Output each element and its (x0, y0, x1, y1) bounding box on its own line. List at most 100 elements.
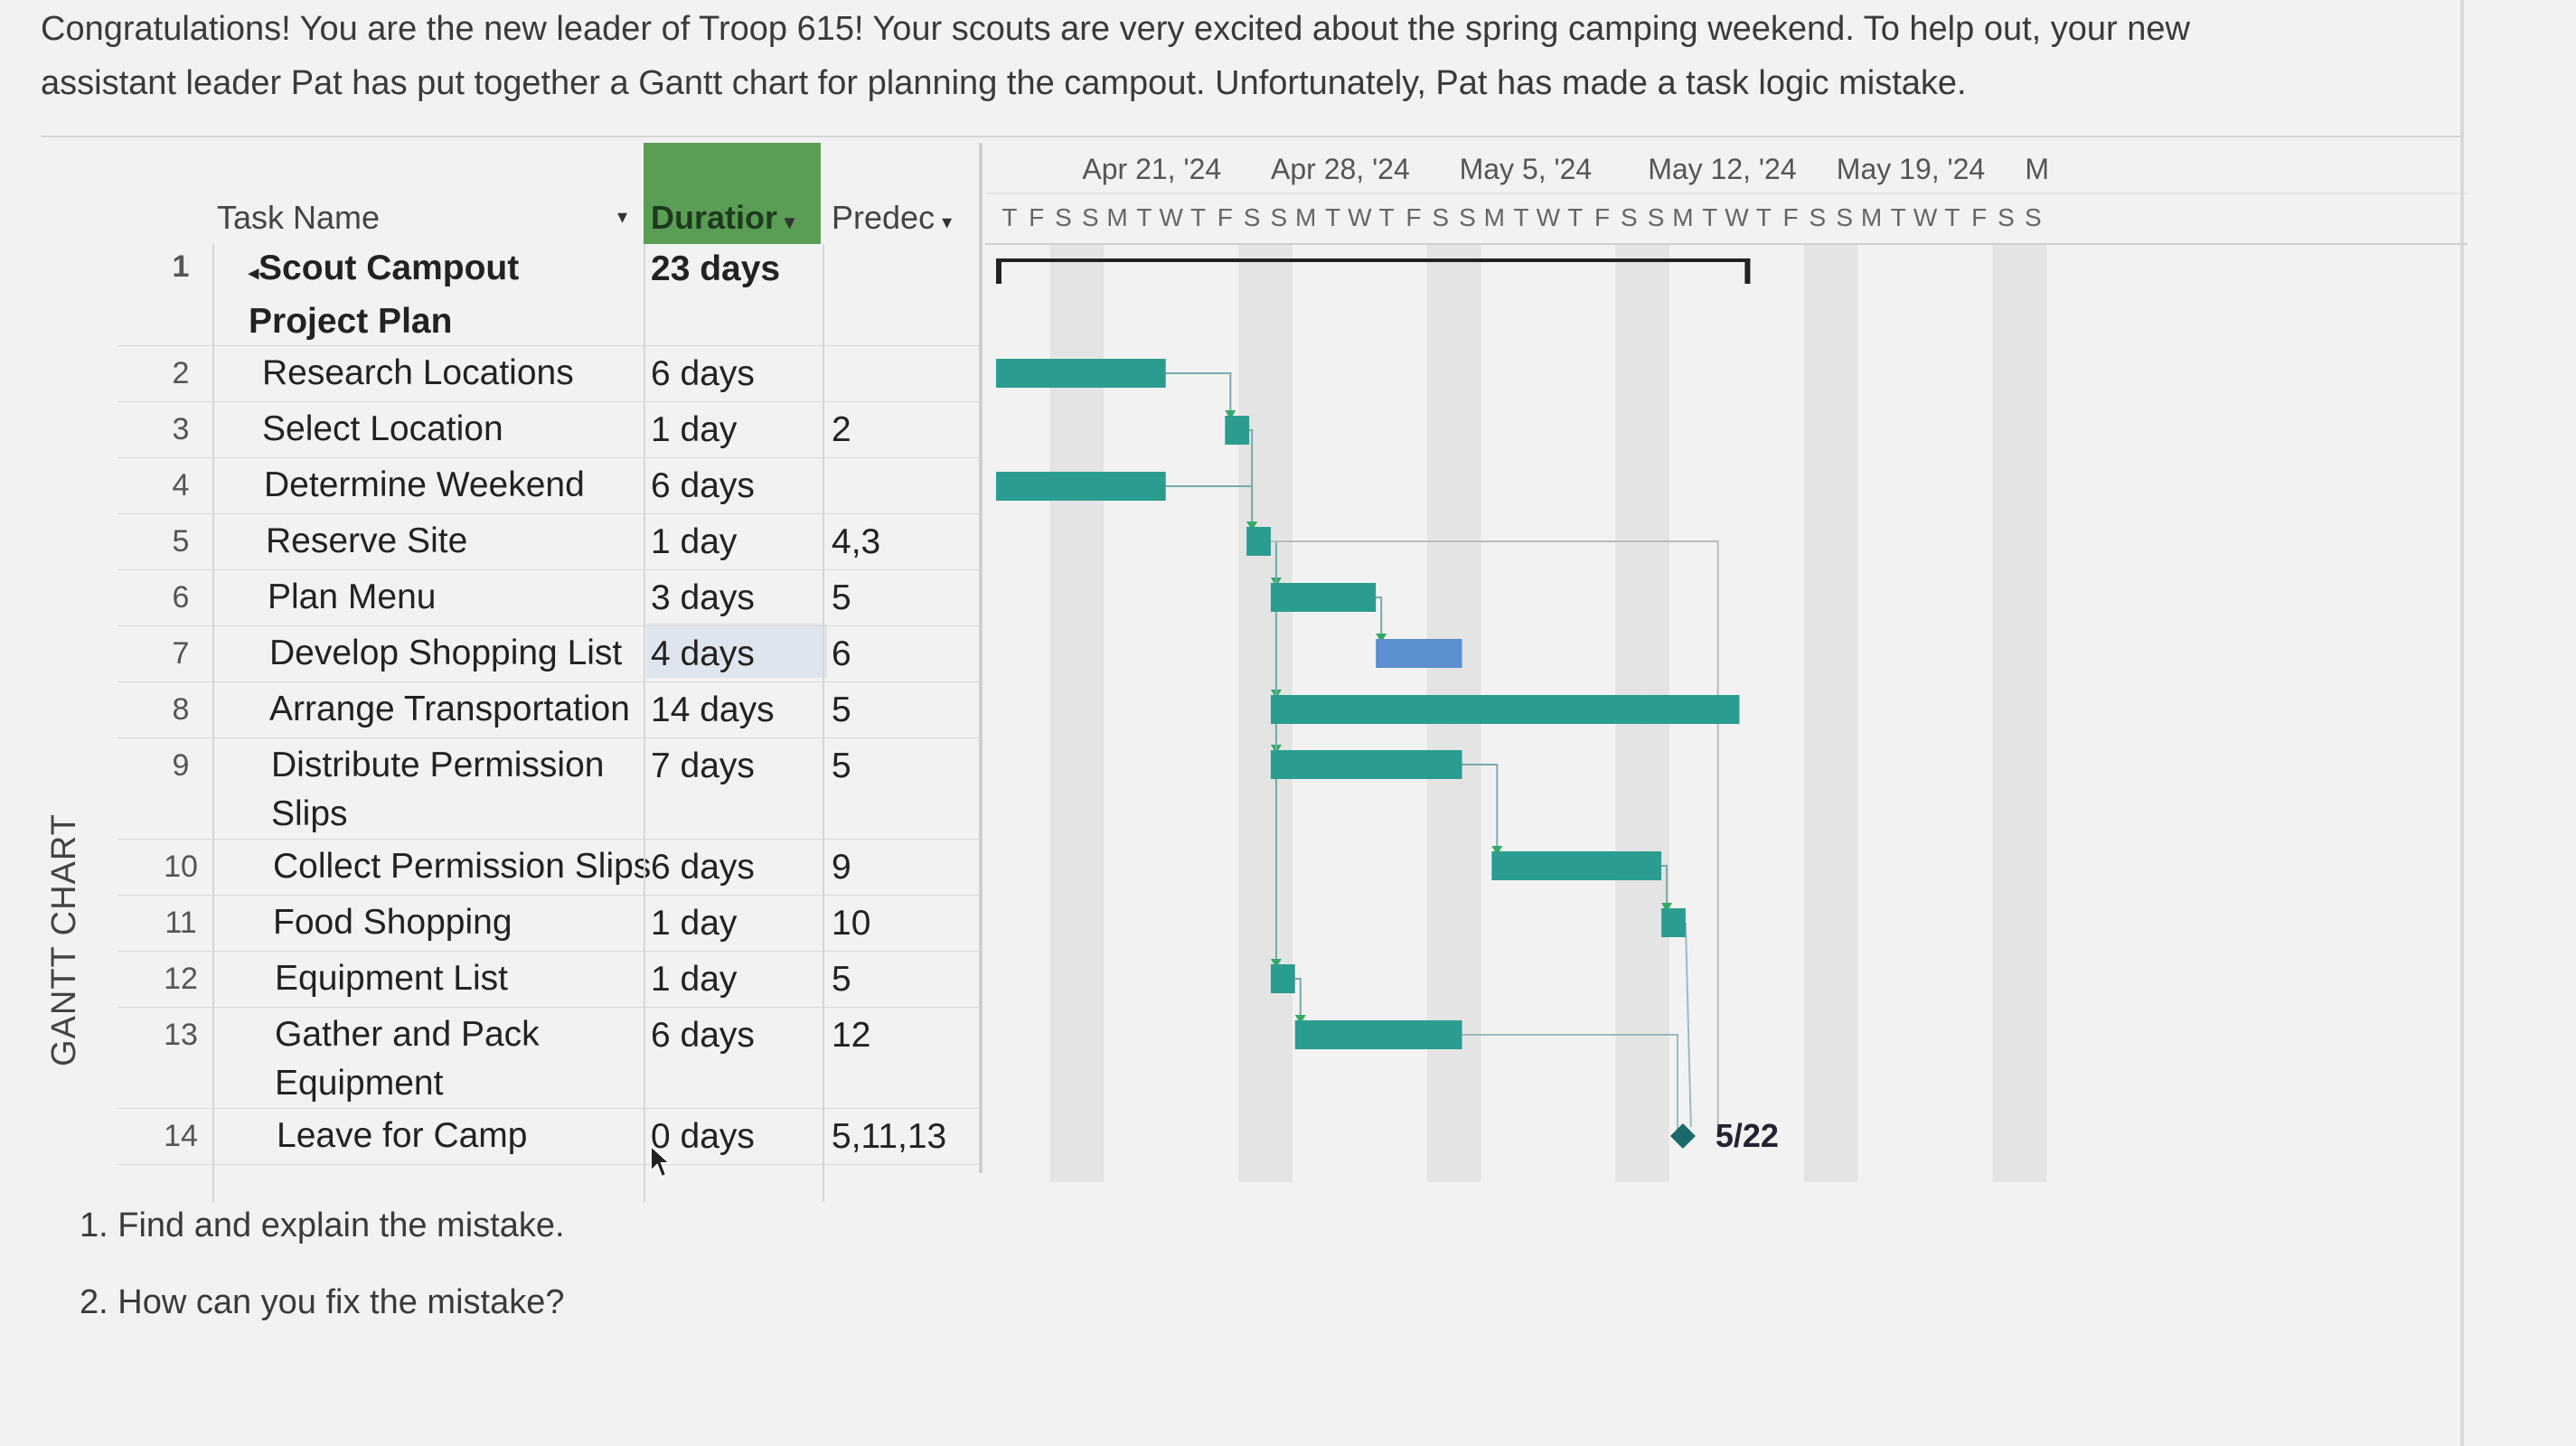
table-row[interactable]: 14 Leave for Camp 0 days 5,11,13 (118, 1108, 981, 1165)
column-separator (823, 244, 824, 1202)
column-header-predecessors[interactable]: Predec ▾ (832, 199, 952, 237)
row-id: 5 (172, 524, 190, 559)
gantt-chart-side-label: GANTT CHART (45, 813, 83, 1066)
duration-cell[interactable]: 6 days (651, 1016, 755, 1055)
predecessors-cell[interactable]: 4,3 (832, 522, 881, 561)
task-name-header-label: Task Name (217, 199, 381, 236)
table-row[interactable]: 3 Select Location 1 day 2 (118, 401, 981, 458)
table-row[interactable]: 7 Develop Shopping List 4 days 6 (118, 625, 981, 682)
duration-cell[interactable]: 23 days (651, 249, 781, 288)
day-label: M (1672, 203, 1693, 231)
task-name-cell[interactable]: Distribute Permission Slips (271, 746, 605, 833)
task-name-cell[interactable]: Develop Shopping List (269, 634, 623, 672)
duration-cell[interactable]: 14 days (651, 690, 775, 729)
task-name-dropdown-icon[interactable]: ▾ (617, 205, 628, 228)
table-row[interactable]: 11 Food Shopping 1 day 10 (118, 895, 981, 952)
day-label: S (1244, 203, 1261, 231)
row-id: 13 (164, 1018, 198, 1052)
table-row[interactable]: 13 Gather and Pack Equipment 6 days 12 (118, 1007, 981, 1109)
task-name-cell[interactable]: Arrange Transportation (269, 690, 630, 728)
day-label: S (1998, 203, 2015, 231)
day-label: S (1459, 203, 1476, 231)
task-name-cell[interactable]: Equipment List (275, 959, 508, 998)
milestone-diamond (1669, 1123, 1696, 1149)
table-row[interactable]: 12 Equipment List 1 day 5 (118, 951, 981, 1008)
duration-cell[interactable]: 3 days (651, 578, 755, 617)
duration-cell[interactable]: 7 days (651, 746, 755, 785)
task-bar (996, 472, 1166, 501)
task-name-cell[interactable]: Research Locations (262, 353, 574, 392)
predecessors-header-label: Predec (832, 199, 935, 236)
table-row[interactable]: 2 Research Locations 6 days (118, 345, 981, 402)
table-row[interactable]: 9 Distribute Permission Slips 7 days 5 (118, 737, 981, 840)
task-name-cell[interactable]: Gather and Pack Equipment (275, 1015, 540, 1103)
dependency-link (1294, 978, 1302, 1024)
task-bar (1270, 695, 1740, 724)
day-label: W (1537, 203, 1561, 231)
predecessors-cell[interactable]: 5 (832, 746, 851, 785)
table-row[interactable]: 1 ◂Scout Campout Project Plan 23 days (118, 244, 981, 346)
predecessors-cell[interactable]: 6 (832, 634, 851, 673)
duration-cell[interactable]: 1 day (651, 410, 738, 449)
dependency-link (1165, 372, 1232, 419)
duration-cell[interactable]: 1 day (651, 904, 738, 943)
duration-cell[interactable]: 0 days (651, 1117, 755, 1156)
predecessors-dropdown-icon: ▾ (942, 211, 953, 233)
day-label: S (1271, 203, 1288, 231)
duration-cell[interactable]: 1 day (651, 522, 738, 561)
table-row[interactable]: 8 Arrange Transportation 14 days 5 (118, 681, 981, 738)
week-label: Apr 28, '24 (1271, 153, 1410, 185)
day-label: T (1514, 203, 1529, 231)
predecessors-cell[interactable]: 2 (832, 410, 851, 449)
task-name-cell[interactable]: Select Location (262, 409, 503, 448)
task-name-cell[interactable]: Food Shopping (273, 903, 512, 942)
duration-cell[interactable]: 1 day (651, 960, 738, 999)
duration-cell[interactable]: 6 days (651, 354, 755, 393)
row-id: 8 (172, 692, 190, 727)
day-label: S (1621, 203, 1638, 231)
column-header-task-name[interactable]: Task Name (217, 199, 380, 237)
day-label: M (1106, 203, 1127, 231)
weekend-shade (2019, 244, 2047, 1184)
task-bar (1661, 908, 1686, 937)
duration-cell[interactable]: 6 days (651, 848, 755, 887)
dependency-link (1684, 922, 1692, 1128)
task-name-cell[interactable]: ◂Scout Campout Project Plan (249, 244, 646, 346)
predecessors-cell[interactable]: 12 (832, 1016, 871, 1055)
week-label: May 19, '24 (1837, 153, 1985, 185)
task-name-cell[interactable]: Reserve Site (266, 521, 468, 560)
day-label: W (1159, 203, 1183, 231)
task-name-cell[interactable]: Leave for Camp (277, 1116, 528, 1155)
predecessors-cell[interactable]: 5 (832, 960, 851, 999)
predecessors-cell[interactable]: 10 (832, 904, 871, 943)
predecessors-cell[interactable]: 5 (832, 578, 851, 617)
duration-cell[interactable]: 6 days (651, 466, 755, 505)
week-label: Apr 21, '24 (1082, 153, 1221, 185)
task-name-cell[interactable]: Collect Permission Slips (273, 847, 652, 886)
dependency-arrow (1376, 634, 1387, 643)
predecessors-cell[interactable]: 5,11,13 (832, 1117, 947, 1156)
collapse-triangle-icon[interactable]: ◂ (249, 261, 259, 284)
day-label: F (1594, 203, 1610, 231)
table-row[interactable]: 10 Collect Permission Slips 6 days 9 (118, 839, 981, 896)
table-row[interactable]: 4 Determine Weekend 6 days (118, 457, 981, 514)
table-row[interactable]: 5 Reserve Site 1 day 4,3 (118, 513, 981, 570)
task-name-cell[interactable]: Determine Weekend (264, 465, 585, 504)
duration-cell[interactable]: 4 days (651, 634, 755, 673)
column-header-duration[interactable]: Duratior ▾ (651, 199, 794, 237)
row-id: 12 (164, 962, 198, 996)
table-chart-splitter[interactable] (979, 143, 982, 1173)
page-edge (2460, 0, 2464, 1446)
predecessors-cell[interactable]: 5 (832, 690, 851, 729)
task-name-cell[interactable]: Plan Menu (268, 577, 437, 616)
dependency-link (1165, 485, 1254, 531)
summary-bar-start (996, 258, 1001, 284)
day-label: F (1971, 203, 1987, 231)
day-label: S (1648, 203, 1665, 231)
row-id: 1 (172, 249, 190, 284)
table-header: Task Name ▾ Duratior ▾ Predec ▾ (118, 143, 981, 244)
day-label: W (1725, 203, 1749, 231)
predecessors-cell[interactable]: 9 (832, 848, 851, 887)
table-row[interactable]: 6 Plan Menu 3 days 5 (118, 569, 981, 626)
day-label: F (1783, 203, 1799, 231)
